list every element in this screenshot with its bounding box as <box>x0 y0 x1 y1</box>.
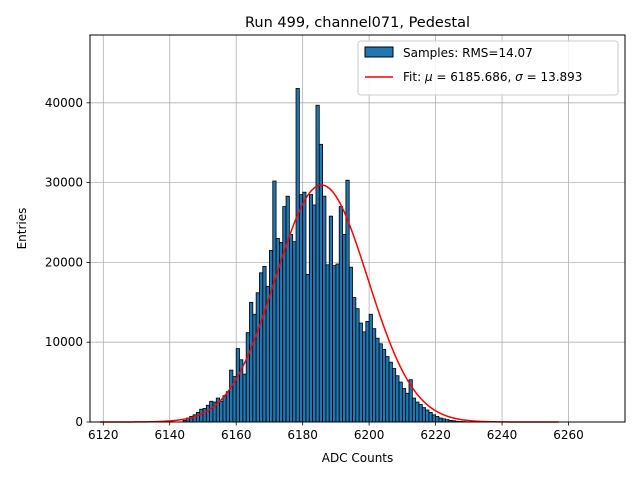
histogram-bar <box>249 301 254 423</box>
histogram-bar <box>315 104 320 423</box>
y-tick-label: 20000 <box>45 255 83 269</box>
histogram-bar <box>202 408 207 423</box>
x-tick-label: 6240 <box>487 428 518 442</box>
x-tick-label: 6160 <box>221 428 252 442</box>
histogram-bar <box>195 412 201 423</box>
histogram-bar <box>272 180 277 423</box>
histogram-bar <box>415 401 420 423</box>
x-tick-label: 6260 <box>553 428 584 442</box>
histogram-bar <box>225 391 230 423</box>
x-tick-label: 6200 <box>354 428 385 442</box>
histogram-bar <box>209 400 214 423</box>
histogram-bar <box>205 404 211 423</box>
histogram-bars <box>182 88 476 423</box>
y-tick-label: 0 <box>75 415 83 429</box>
x-tick-label: 6180 <box>287 428 318 442</box>
legend-histogram-swatch <box>364 46 394 58</box>
histogram-bar <box>398 381 403 423</box>
histogram-bar <box>338 206 343 423</box>
histogram-bar <box>325 264 330 423</box>
plot-frame <box>89 34 626 423</box>
histogram-bar <box>279 242 284 423</box>
histogram-bar <box>405 392 410 423</box>
histogram-bar <box>385 356 390 423</box>
histogram-bar <box>285 195 290 423</box>
histogram-bar <box>292 241 297 423</box>
histogram-bar <box>401 388 407 423</box>
histogram-bar <box>242 373 247 423</box>
histogram-bar <box>322 195 327 423</box>
histogram-bar <box>305 273 310 423</box>
histogram-bar <box>342 234 347 423</box>
legend-histogram-label: Samples: RMS=14.07 <box>403 46 533 60</box>
histogram-bar <box>199 408 204 423</box>
histogram-bar <box>335 263 340 423</box>
legend-box <box>357 40 619 96</box>
fit-curve <box>99 184 559 423</box>
y-axis-label: Entries <box>15 208 29 250</box>
histogram-bar <box>358 322 363 423</box>
histogram-bar <box>411 397 417 423</box>
histogram-bar <box>262 266 267 423</box>
y-axis-ticks: 0 10000 20000 30000 40000 <box>45 96 90 429</box>
x-axis-label: ADC Counts <box>322 451 394 465</box>
legend: Samples: RMS=14.07 Fit: μ = 6185.686, σ … <box>357 40 619 96</box>
histogram-bar <box>235 348 240 423</box>
histogram-bar <box>368 313 373 423</box>
histogram-bar <box>378 343 383 423</box>
legend-fit-label: Fit: μ = 6185.686, σ = 13.893 <box>403 70 582 84</box>
histogram-bar <box>372 328 377 423</box>
x-tick-label: 6120 <box>88 428 119 442</box>
histogram-bar <box>355 308 360 423</box>
y-tick-label: 30000 <box>45 176 83 190</box>
histogram-bar <box>418 404 423 423</box>
histogram-bar <box>222 395 227 423</box>
x-axis-ticks: 6120 6140 6160 6180 6200 6220 6240 6260 <box>88 422 584 442</box>
histogram-bar <box>382 348 387 423</box>
histogram-bar <box>269 250 274 423</box>
histogram-bar <box>375 337 380 423</box>
histogram-bar <box>425 409 430 423</box>
histogram-bar <box>395 375 400 423</box>
y-tick-label: 40000 <box>45 96 83 110</box>
histogram-bar <box>229 369 234 423</box>
histogram-bar <box>245 332 250 423</box>
histogram-bar <box>255 292 260 423</box>
histogram-bar <box>302 191 307 423</box>
x-tick-label: 6220 <box>420 428 451 442</box>
histogram-bar <box>298 194 304 423</box>
histogram-bar <box>428 412 433 423</box>
histogram-bar <box>295 88 300 423</box>
histogram-bar <box>348 266 353 423</box>
histogram-bar <box>328 215 333 423</box>
histogram-bar <box>312 204 317 423</box>
histogram-bar <box>252 313 257 423</box>
histogram-bar <box>438 417 443 423</box>
histogram-bar <box>362 331 367 423</box>
histogram-bar <box>282 206 287 423</box>
histogram-bar <box>435 416 440 423</box>
chart-title: Run 499, channel071, Pedestal <box>245 15 470 31</box>
histogram-bar <box>388 361 393 423</box>
histogram-bar <box>288 234 294 423</box>
histogram-bar <box>259 272 264 423</box>
y-tick-label: 10000 <box>45 335 83 349</box>
histogram-bar <box>391 368 397 423</box>
histogram-bar <box>308 194 314 423</box>
histogram-bar <box>431 414 436 423</box>
histogram-bar <box>219 400 224 423</box>
histogram-bar <box>352 297 357 423</box>
histogram-bar <box>365 321 370 423</box>
histogram-bar <box>332 265 337 423</box>
x-tick-label: 6140 <box>154 428 185 442</box>
histogram-bar <box>421 407 427 423</box>
